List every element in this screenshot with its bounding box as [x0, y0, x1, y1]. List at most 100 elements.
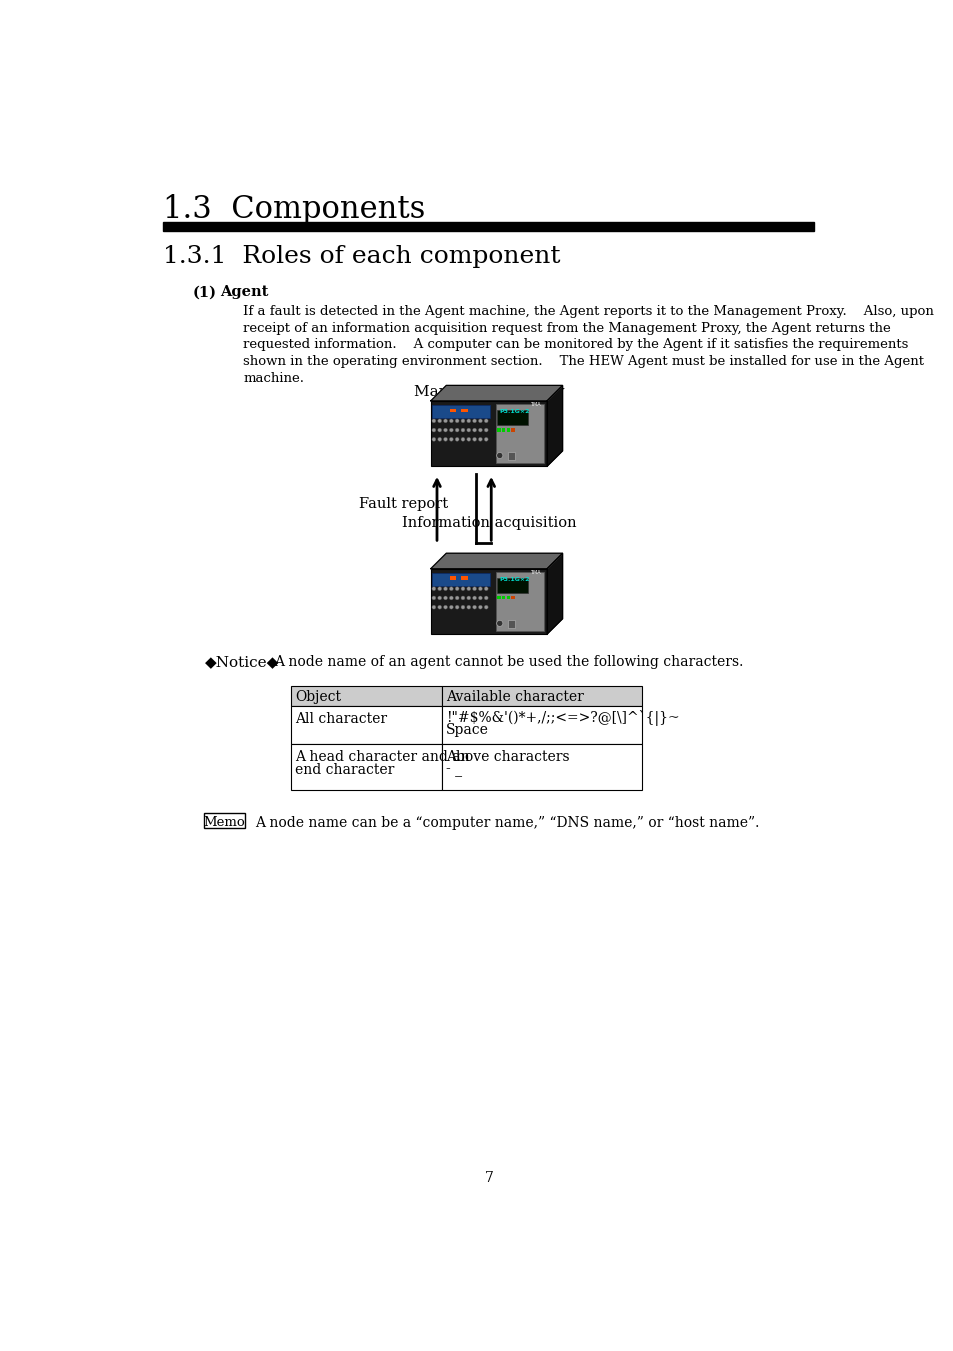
Polygon shape	[546, 554, 562, 634]
Circle shape	[472, 428, 476, 432]
Text: 7: 7	[484, 1171, 493, 1185]
Bar	[506, 596, 509, 600]
Circle shape	[437, 586, 441, 590]
Text: receipt of an information acquisition request from the Management Proxy, the Age: receipt of an information acquisition re…	[243, 322, 890, 335]
Circle shape	[466, 428, 470, 432]
Text: Available character: Available character	[446, 689, 583, 704]
Bar	[501, 596, 505, 600]
Circle shape	[484, 605, 488, 609]
Circle shape	[460, 419, 464, 423]
Text: If a fault is detected in the Agent machine, the Agent reports it to the Managem: If a fault is detected in the Agent mach…	[243, 304, 933, 317]
Text: A head character and an: A head character and an	[294, 750, 469, 765]
Circle shape	[484, 586, 488, 590]
Circle shape	[443, 438, 447, 442]
Text: (1): (1)	[193, 285, 216, 300]
Circle shape	[484, 419, 488, 423]
Circle shape	[478, 605, 482, 609]
Circle shape	[437, 438, 441, 442]
Circle shape	[472, 419, 476, 423]
Circle shape	[437, 428, 441, 432]
Bar	[507, 620, 515, 628]
Circle shape	[432, 438, 436, 442]
Text: 1.3  Components: 1.3 Components	[163, 195, 425, 226]
Circle shape	[478, 596, 482, 600]
Bar	[432, 573, 490, 585]
Bar	[497, 596, 500, 600]
Circle shape	[466, 586, 470, 590]
Circle shape	[478, 419, 482, 423]
Circle shape	[484, 596, 488, 600]
Bar	[511, 596, 514, 600]
Bar	[461, 408, 467, 412]
Bar	[204, 813, 245, 828]
Text: Information acquisition: Information acquisition	[402, 516, 577, 531]
Circle shape	[437, 596, 441, 600]
Circle shape	[466, 419, 470, 423]
Bar	[497, 411, 528, 426]
Text: requested information.    A computer can be monitored by the Agent if it satisfi: requested information. A computer can be…	[243, 339, 907, 351]
Circle shape	[472, 596, 476, 600]
Bar	[163, 222, 814, 231]
Circle shape	[455, 605, 458, 609]
Circle shape	[432, 596, 436, 600]
Circle shape	[449, 428, 453, 432]
Bar	[291, 705, 442, 744]
Text: Memo: Memo	[204, 816, 245, 830]
Bar	[449, 577, 456, 580]
Text: All character: All character	[294, 712, 387, 725]
Circle shape	[478, 438, 482, 442]
Bar	[291, 686, 442, 705]
Text: Above characters: Above characters	[446, 750, 569, 765]
Circle shape	[437, 419, 441, 423]
Polygon shape	[431, 554, 562, 569]
Bar	[431, 401, 546, 466]
Bar	[461, 577, 467, 580]
Circle shape	[443, 428, 447, 432]
Circle shape	[449, 586, 453, 590]
Circle shape	[432, 419, 436, 423]
Circle shape	[432, 428, 436, 432]
Circle shape	[497, 453, 502, 458]
Circle shape	[449, 605, 453, 609]
Text: P3.1G×2: P3.1G×2	[498, 577, 529, 582]
Text: - _: - _	[446, 763, 462, 777]
Text: !"#$%&'()*+,/;;<=>?@[\]^`{|}~: !"#$%&'()*+,/;;<=>?@[\]^`{|}~	[446, 711, 679, 727]
Bar	[496, 571, 543, 631]
Circle shape	[432, 605, 436, 609]
Circle shape	[437, 605, 441, 609]
Bar	[507, 453, 515, 461]
Polygon shape	[431, 385, 562, 401]
Text: Agent: Agent	[466, 555, 511, 569]
Polygon shape	[546, 385, 562, 466]
Bar	[449, 408, 456, 412]
Circle shape	[478, 586, 482, 590]
Circle shape	[455, 586, 458, 590]
Circle shape	[460, 586, 464, 590]
Circle shape	[443, 586, 447, 590]
Circle shape	[460, 596, 464, 600]
Circle shape	[449, 596, 453, 600]
Bar	[432, 405, 490, 417]
Circle shape	[443, 605, 447, 609]
Circle shape	[443, 419, 447, 423]
Text: A node name can be a “computer name,” “DNS name,” or “host name”.: A node name can be a “computer name,” “D…	[254, 816, 759, 830]
Circle shape	[484, 438, 488, 442]
Bar	[511, 428, 514, 431]
Text: Space: Space	[446, 723, 489, 736]
Text: Fault report: Fault report	[359, 497, 448, 511]
Circle shape	[455, 428, 458, 432]
Circle shape	[455, 438, 458, 442]
Text: P3.1G×2: P3.1G×2	[498, 409, 529, 415]
Circle shape	[466, 438, 470, 442]
Bar	[431, 569, 546, 634]
Text: 1.3.1  Roles of each component: 1.3.1 Roles of each component	[163, 246, 560, 269]
Circle shape	[478, 428, 482, 432]
Bar	[442, 744, 641, 790]
Circle shape	[432, 586, 436, 590]
Circle shape	[484, 428, 488, 432]
Circle shape	[466, 605, 470, 609]
Text: TMA: TMA	[529, 403, 539, 407]
Text: Object: Object	[294, 689, 341, 704]
Bar	[291, 744, 442, 790]
Text: end character: end character	[294, 763, 395, 777]
